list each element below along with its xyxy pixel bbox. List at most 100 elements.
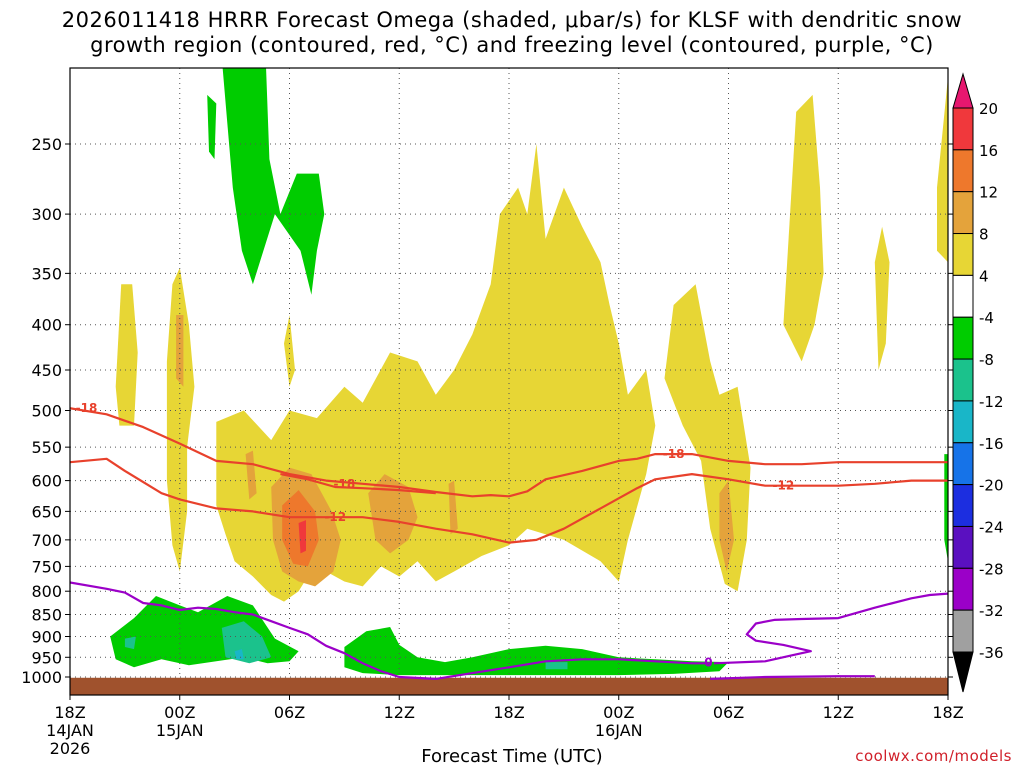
contour-label-2: -12 (324, 510, 346, 524)
x-tick-label-6-line1: 06Z (713, 703, 744, 722)
shaded-region-descent-upper-right (783, 94, 824, 362)
colorbar-label-7: -12 (979, 393, 1004, 411)
x-tick-label-2-line1: 06Z (274, 703, 305, 722)
x-tick-label-3-line1: 12Z (384, 703, 415, 722)
colorbar-segment-12 (952, 567, 974, 611)
shaded-region-descent-left (115, 284, 138, 426)
colorbar-segment-13 (952, 609, 974, 653)
shaded-region-ascent-peak-left (234, 649, 244, 660)
contour-label-3: -18 (663, 447, 685, 461)
colorbar: 20 16 12 8 4 -4 -8 -12 -16 -20 -24 -28 -32 -36 (952, 72, 1004, 693)
shaded-omega-regions (110, 68, 948, 676)
x-tick-label-5-line2: 16JAN (595, 721, 643, 740)
colorbar-label-6: -8 (979, 351, 994, 369)
contour-line--12 (70, 457, 948, 544)
y-tick-label-800: 800 (31, 582, 62, 601)
terrain-ground (70, 677, 948, 695)
contour-line-0 (70, 581, 711, 681)
y-tick-label-250: 250 (31, 135, 62, 154)
colorbar-label-0: 20 (979, 100, 998, 118)
y-tick-label-700: 700 (31, 531, 62, 550)
y-tick-label-550: 550 (31, 438, 62, 457)
colorbar-label-13: -36 (979, 644, 1004, 662)
shaded-region-dendritic-cyan-spot (545, 662, 568, 670)
x-tick-label-1-line2: 15JAN (156, 721, 204, 740)
y-tick-label-400: 400 (31, 316, 62, 335)
contour-label-0: -18 (76, 401, 98, 415)
colorbar-label-3: 8 (979, 226, 989, 244)
contour-line--18b (280, 473, 436, 495)
contour-line-0c (710, 675, 875, 680)
shaded-region-descent-mid (216, 144, 656, 602)
chart-title-line-2: growth region (contoured, red, °C) and f… (90, 33, 934, 57)
x-tick-label-0-line1: 18Z (54, 703, 85, 722)
contour-line--18 (70, 407, 948, 498)
shaded-region-descent-right (664, 284, 751, 592)
shaded-region-ascent-core-left (221, 621, 272, 664)
contour-label-1: -18 (334, 477, 356, 491)
colorbar-segment-11 (952, 525, 974, 569)
y-axis: 250 300 350 400 450 500 550 600 650 700 750 800 850 9… (21, 135, 953, 687)
x-tick-label-0-line3: 2026 (50, 739, 91, 758)
shaded-region-descent-orange-e (719, 480, 734, 572)
y-tick-label-900: 900 (31, 627, 62, 646)
colorbar-label-4: 4 (979, 267, 989, 285)
colorbar-label-12: -32 (979, 602, 1004, 620)
contour-label-4: -12 (773, 479, 795, 493)
colorbar-label-5: -4 (979, 309, 994, 327)
colorbar-segment-5 (952, 274, 974, 318)
colorbar-label-9: -20 (979, 477, 1004, 495)
colorbar-label-1: 16 (979, 142, 998, 160)
shaded-region-descent-left2 (166, 267, 195, 572)
colorbar-segment-9 (952, 442, 974, 486)
y-tick-label-650: 650 (31, 502, 62, 521)
shaded-region-descent-top-right (937, 77, 948, 263)
contour-line-0b (713, 592, 948, 665)
colorbar-segment-7 (952, 358, 974, 402)
colorbar-segment-2 (952, 149, 974, 193)
x-tick-label-4-line1: 18Z (493, 703, 524, 722)
colorbar-label-10: -24 (979, 518, 1004, 536)
y-tick-label-350: 350 (31, 264, 62, 283)
y-tick-label-500: 500 (31, 402, 62, 421)
y-tick-label-950: 950 (31, 648, 62, 667)
y-tick-label-850: 850 (31, 606, 62, 625)
x-tick-label-7-line1: 12Z (823, 703, 854, 722)
colorbar-top-arrow (952, 72, 974, 109)
chart-title-line-1: 2026011418 HRRR Forecast Omega (shaded, … (61, 8, 963, 32)
y-tick-label-1000: 1000 (21, 668, 62, 687)
colorbar-bottom-arrow (952, 651, 974, 693)
shaded-region-descent-red (298, 520, 306, 554)
colorbar-label-8: -16 (979, 435, 1004, 453)
colorbar-segment-10 (952, 484, 974, 527)
y-tick-label-600: 600 (31, 472, 62, 491)
shaded-region-descent-small-1 (284, 315, 295, 387)
x-tick-label-8-line1: 18Z (932, 703, 963, 722)
contour-labels: -18 -18 -12 -18 -12 0 (76, 401, 795, 670)
colorbar-segment-1 (952, 107, 974, 151)
x-tick-label-1-line1: 00Z (164, 703, 195, 722)
shaded-region-ascent-low-mid (344, 627, 729, 676)
shaded-region-ascent-upper-left (222, 68, 325, 295)
shaded-region-descent-upper-right2 (874, 226, 890, 370)
y-tick-label-750: 750 (31, 557, 62, 576)
colorbar-segment-8 (952, 400, 974, 444)
shaded-region-ascent-core-small (124, 636, 136, 650)
contour-label-5: 0 (704, 656, 712, 670)
y-tick-label-300: 300 (31, 205, 62, 224)
colorbar-segment-4 (952, 233, 974, 276)
terrain-layer (70, 677, 948, 695)
shaded-region-descent-orange-left (176, 315, 184, 387)
colorbar-segment-3 (952, 191, 974, 235)
colorbar-label-11: -28 (979, 560, 1004, 578)
shaded-region-descent-orange-b (368, 474, 418, 554)
y-tick-label-450: 450 (31, 361, 62, 380)
x-tick-label-0-line2: 14JAN (46, 721, 94, 740)
credit-text: coolwx.com/models (855, 747, 1012, 765)
colorbar-label-2: 12 (979, 184, 998, 202)
shaded-region-ascent-small-upper (207, 94, 217, 160)
x-tick-label-5-line1: 00Z (603, 703, 634, 722)
contour-lines (70, 407, 948, 681)
